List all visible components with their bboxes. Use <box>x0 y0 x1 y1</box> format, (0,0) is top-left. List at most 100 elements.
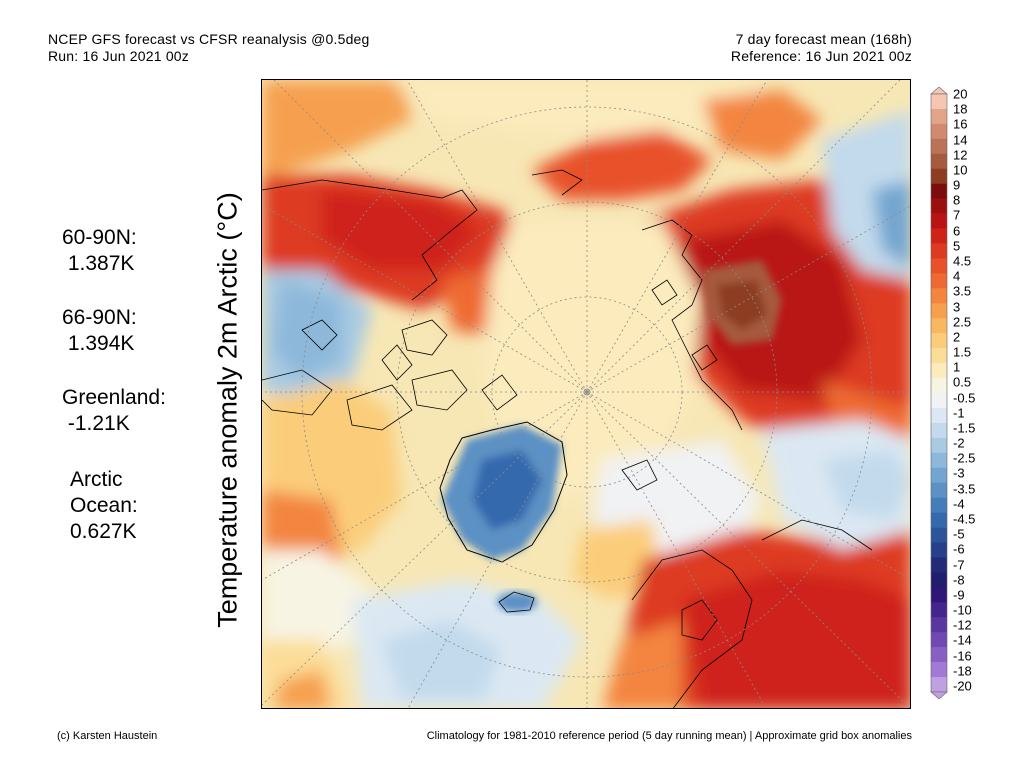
colorbar-band <box>931 452 947 469</box>
colorbar-tick-label: 3 <box>953 299 961 314</box>
siberia-hotspot <box>702 260 782 345</box>
model-title: NCEP GFS forecast vs CFSR reanalysis @0.… <box>48 31 370 47</box>
colorbar-band <box>931 123 947 140</box>
colorbar-tick-label: 14 <box>953 132 968 148</box>
colorbar-tick-label: 1.5 <box>953 344 972 360</box>
colorbar-band <box>931 557 947 573</box>
colorbar-tick-label: -20 <box>953 678 972 694</box>
colorbar-band <box>931 482 947 498</box>
colorbar-tick-label: -14 <box>953 632 972 648</box>
colorbar-band <box>931 288 947 304</box>
colorbar-band <box>931 138 947 155</box>
colorbar-tick-label: -4.5 <box>953 511 976 527</box>
colorbar <box>930 87 948 699</box>
anomaly-map <box>261 79 911 709</box>
colorbar-tick-label: -10 <box>953 602 972 618</box>
colorbar-tick-label: 5 <box>953 238 961 254</box>
colorbar-tick-label: -12 <box>953 617 972 633</box>
colorbar-tick-label: -1.5 <box>953 420 976 436</box>
anomaly-field <box>262 80 910 708</box>
colorbar-band <box>931 512 947 528</box>
colorbar-band <box>931 587 947 603</box>
colorbar-band <box>931 94 947 110</box>
stat-60-90n: 60-90N: 1.387K <box>62 225 137 277</box>
colorbar-tick-label: 12 <box>953 147 968 163</box>
coastlines <box>262 169 873 708</box>
iceland-anomaly <box>497 592 537 612</box>
colorbar-band <box>931 153 947 170</box>
colorbar-tick-label: -2.5 <box>953 450 976 466</box>
stat-label-2: Ocean: <box>70 494 138 517</box>
run-time: Run: 16 Jun 2021 00z <box>48 48 189 64</box>
stat-label: Arctic <box>70 468 123 491</box>
colorbar-tick-label: 10 <box>953 162 968 178</box>
greenland-cold-anomaly <box>442 425 562 560</box>
greenland-coastline <box>439 421 568 563</box>
colorbar-band <box>931 318 947 334</box>
stat-value: -1.21K <box>62 412 130 435</box>
colorbar-tick-label: -3.5 <box>953 481 976 497</box>
colorbar-band <box>931 378 947 394</box>
stat-arctic-ocean: Arctic Ocean: 0.627K <box>70 467 138 545</box>
colorbar-band <box>931 602 947 618</box>
colorbar-band <box>931 183 947 199</box>
colorbar-band <box>931 198 947 214</box>
colorbar-tick-label: -9 <box>953 587 965 603</box>
stat-value: 0.627K <box>70 520 137 543</box>
colorbar-tick-label: 16 <box>953 116 968 132</box>
forecast-period: 7 day forecast mean (168h) <box>735 31 912 47</box>
colorbar-tick-label: 20 <box>953 86 968 102</box>
colorbar-labels: 20 18 16 14 12 10 9 8 7 6 5 4.5 4 3.5 3 2.5 2 1.5 1 0.5 -0.5… <box>953 88 1003 694</box>
colorbar-band <box>931 363 947 379</box>
colorbar-tick-label: 2 <box>953 329 961 345</box>
colorbar-tick-label: 4 <box>953 268 961 284</box>
colorbar-band <box>931 243 947 259</box>
stat-value: 1.387K <box>62 252 135 275</box>
colorbar-tick-label: 9 <box>953 177 961 193</box>
stat-greenland: Greenland: -1.21K <box>62 385 166 437</box>
colorbar-tick-label: -0.5 <box>953 390 976 406</box>
colorbar-band <box>931 108 947 125</box>
graticule <box>262 80 910 708</box>
colorbar-band <box>931 422 947 439</box>
colorbar-band <box>931 437 947 454</box>
colorbar-band <box>931 213 947 229</box>
colorbar-band <box>931 662 947 678</box>
colorbar-band <box>931 333 947 349</box>
colorbar-band <box>931 632 947 648</box>
polar-map <box>262 80 910 708</box>
colorbar-band <box>931 168 947 184</box>
colorbar-band <box>931 258 947 274</box>
colorbar-band <box>931 348 947 364</box>
colorbar-tick-label: -4 <box>953 496 965 512</box>
colorbar-band <box>931 393 947 409</box>
header-right: 7 day forecast mean (168h) Reference: 16… <box>731 31 912 65</box>
colorbar-tick-label: 4.5 <box>953 253 972 269</box>
colorbar-tick-label: 1 <box>953 359 961 375</box>
colorbar-band <box>931 647 947 663</box>
colorbar-band <box>931 572 947 588</box>
north-pole-marker <box>583 388 591 396</box>
climatology-note: Climatology for 1981-2010 reference peri… <box>426 730 912 742</box>
stat-label: 66-90N: <box>62 306 137 329</box>
colorbar-tick-label: 7 <box>953 207 961 223</box>
colorbar-band <box>931 407 947 424</box>
stat-value: 1.394K <box>62 332 135 355</box>
colorbar-band <box>931 527 947 543</box>
copyright: (c) Karsten Haustein <box>57 730 158 742</box>
colorbar-tick-label: -18 <box>953 663 972 679</box>
stat-label: 60-90N: <box>62 226 137 249</box>
colorbar-top-arrow <box>930 87 948 95</box>
colorbar-tick-label: -16 <box>953 648 972 664</box>
colorbar-band <box>931 303 947 319</box>
colorbar-band <box>931 273 947 289</box>
colorbar-band <box>931 542 947 558</box>
colorbar-tick-label: 18 <box>953 101 968 117</box>
colorbar-bottom-arrow <box>930 691 948 699</box>
colorbar-tick-label: -3 <box>953 465 965 481</box>
colorbar-band <box>931 677 947 693</box>
stat-label: Greenland: <box>62 386 166 409</box>
colorbar-tick-label: 0.5 <box>953 374 972 390</box>
colorbar-tick-label: -1 <box>953 405 965 421</box>
colorbar-tick-label: 8 <box>953 192 961 208</box>
